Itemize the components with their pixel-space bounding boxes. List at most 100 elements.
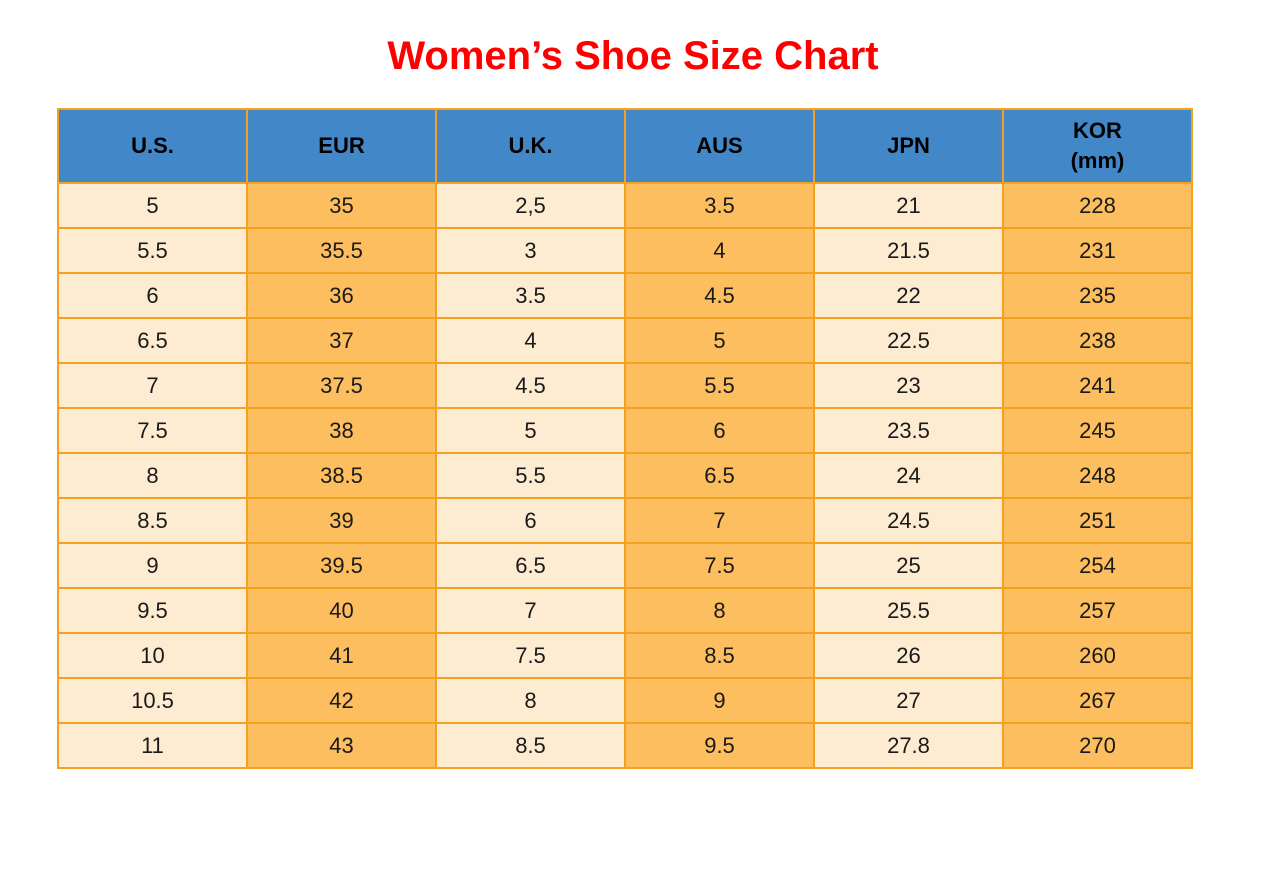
table-row: 9 39.5 6.5 7.5 25 254	[57, 542, 1193, 589]
table-cell-aus: 5	[624, 317, 815, 364]
table-cell-kor-mm: 251	[1002, 497, 1193, 544]
table-cell-jpn: 25.5	[813, 587, 1004, 634]
table-cell-eur: 37	[246, 317, 437, 364]
table-row: 7 37.5 4.5 5.5 23 241	[57, 362, 1193, 409]
table-row: 5.5 35.5 3 4 21.5 231	[57, 227, 1193, 274]
table-cell-kor-mm: 260	[1002, 632, 1193, 679]
table-cell-eur: 36	[246, 272, 437, 319]
table-cell-us: 7.5	[57, 407, 248, 454]
table-cell-eur: 38	[246, 407, 437, 454]
column-header-us: U.S.	[57, 108, 248, 184]
table-cell-eur: 37.5	[246, 362, 437, 409]
table-cell-jpn: 26	[813, 632, 1004, 679]
table-cell-jpn: 22	[813, 272, 1004, 319]
table-cell-uk: 6	[435, 497, 626, 544]
table-cell-kor-mm: 257	[1002, 587, 1193, 634]
table-cell-kor-mm: 254	[1002, 542, 1193, 589]
table-cell-kor-mm: 245	[1002, 407, 1193, 454]
table-cell-jpn: 24	[813, 452, 1004, 499]
column-header-aus: AUS	[624, 108, 815, 184]
table-row: 10.5 42 8 9 27 267	[57, 677, 1193, 724]
table-cell-us: 6	[57, 272, 248, 319]
table-cell-us: 7	[57, 362, 248, 409]
table-cell-eur: 38.5	[246, 452, 437, 499]
table-row: 7.5 38 5 6 23.5 245	[57, 407, 1193, 454]
table-cell-eur: 39.5	[246, 542, 437, 589]
table-row: 8 38.5 5.5 6.5 24 248	[57, 452, 1193, 499]
table-body: 5 35 2,5 3.5 21 228 5.5 35.5 3 4 21.5 231 6 36 3.5 4.5 2…	[57, 182, 1193, 769]
table-cell-aus: 8	[624, 587, 815, 634]
table-cell-aus: 9	[624, 677, 815, 724]
table-cell-uk: 7.5	[435, 632, 626, 679]
table-cell-uk: 7	[435, 587, 626, 634]
table-cell-us: 9.5	[57, 587, 248, 634]
table-cell-aus: 8.5	[624, 632, 815, 679]
table-cell-jpn: 27	[813, 677, 1004, 724]
table-cell-uk: 2,5	[435, 182, 626, 229]
table-cell-aus: 6.5	[624, 452, 815, 499]
table-cell-kor-mm: 270	[1002, 722, 1193, 769]
table-cell-uk: 6.5	[435, 542, 626, 589]
table-cell-us: 10	[57, 632, 248, 679]
table-cell-uk: 5	[435, 407, 626, 454]
table-cell-kor-mm: 241	[1002, 362, 1193, 409]
table-cell-eur: 35.5	[246, 227, 437, 274]
table-header-row: U.S. EUR U.K. AUS JPN KOR (mm)	[57, 108, 1193, 184]
table-cell-aus: 5.5	[624, 362, 815, 409]
table-header: U.S. EUR U.K. AUS JPN KOR (mm)	[57, 108, 1193, 184]
table-cell-eur: 35	[246, 182, 437, 229]
table-cell-kor-mm: 235	[1002, 272, 1193, 319]
table-cell-jpn: 23	[813, 362, 1004, 409]
table-cell-us: 5	[57, 182, 248, 229]
table-cell-us: 5.5	[57, 227, 248, 274]
table-row: 11 43 8.5 9.5 27.8 270	[57, 722, 1193, 769]
column-header-kor-mm: KOR (mm)	[1002, 108, 1193, 184]
table-cell-aus: 6	[624, 407, 815, 454]
table-cell-uk: 3	[435, 227, 626, 274]
column-header-eur: EUR	[246, 108, 437, 184]
table-cell-aus: 7.5	[624, 542, 815, 589]
table-row: 10 41 7.5 8.5 26 260	[57, 632, 1193, 679]
table-cell-kor-mm: 231	[1002, 227, 1193, 274]
table-cell-us: 10.5	[57, 677, 248, 724]
table-cell-kor-mm: 228	[1002, 182, 1193, 229]
column-header-uk: U.K.	[435, 108, 626, 184]
table-cell-eur: 43	[246, 722, 437, 769]
table-cell-us: 11	[57, 722, 248, 769]
table-cell-aus: 4.5	[624, 272, 815, 319]
table-cell-jpn: 22.5	[813, 317, 1004, 364]
table-row: 8.5 39 6 7 24.5 251	[57, 497, 1193, 544]
shoe-size-table: U.S. EUR U.K. AUS JPN KOR (mm) 5 35 2,5 3.5 21 228…	[57, 108, 1193, 769]
table-row: 5 35 2,5 3.5 21 228	[57, 182, 1193, 229]
table-cell-eur: 41	[246, 632, 437, 679]
table-cell-aus: 7	[624, 497, 815, 544]
table-cell-us: 9	[57, 542, 248, 589]
table-row: 6 36 3.5 4.5 22 235	[57, 272, 1193, 319]
table-cell-aus: 9.5	[624, 722, 815, 769]
table-cell-jpn: 21.5	[813, 227, 1004, 274]
table-cell-jpn: 23.5	[813, 407, 1004, 454]
table-cell-eur: 39	[246, 497, 437, 544]
table-cell-uk: 4.5	[435, 362, 626, 409]
table-cell-aus: 3.5	[624, 182, 815, 229]
table-cell-us: 6.5	[57, 317, 248, 364]
table-cell-jpn: 25	[813, 542, 1004, 589]
table-row: 9.5 40 7 8 25.5 257	[57, 587, 1193, 634]
table-cell-uk: 5.5	[435, 452, 626, 499]
table-cell-us: 8	[57, 452, 248, 499]
table-cell-uk: 3.5	[435, 272, 626, 319]
table-cell-jpn: 24.5	[813, 497, 1004, 544]
table-cell-uk: 4	[435, 317, 626, 364]
table-cell-aus: 4	[624, 227, 815, 274]
table-cell-kor-mm: 248	[1002, 452, 1193, 499]
table-row: 6.5 37 4 5 22.5 238	[57, 317, 1193, 364]
column-header-jpn: JPN	[813, 108, 1004, 184]
table-cell-eur: 42	[246, 677, 437, 724]
table-cell-kor-mm: 238	[1002, 317, 1193, 364]
table-cell-jpn: 27.8	[813, 722, 1004, 769]
table-cell-uk: 8.5	[435, 722, 626, 769]
table-cell-kor-mm: 267	[1002, 677, 1193, 724]
table-cell-eur: 40	[246, 587, 437, 634]
table-cell-uk: 8	[435, 677, 626, 724]
table-cell-jpn: 21	[813, 182, 1004, 229]
